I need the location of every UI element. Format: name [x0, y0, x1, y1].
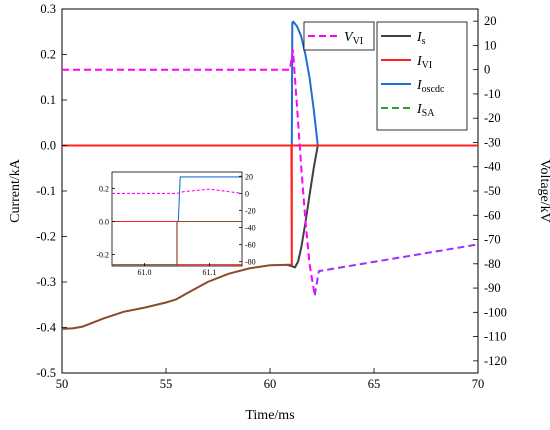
y2-tick-label: -120 — [484, 354, 507, 368]
series-ivi — [62, 144, 478, 266]
y-tick-label: 0.1 — [40, 93, 56, 107]
inset-y-tick-label: 0.2 — [99, 184, 109, 193]
series-is — [286, 145, 319, 269]
x-tick-label: 50 — [56, 377, 69, 391]
legend-label-is: Is — [416, 30, 426, 47]
y-tick-label: -0.2 — [36, 230, 56, 244]
y2-tick-label: 0 — [484, 63, 490, 77]
series-ioscdc — [62, 20, 478, 147]
y2-tick-label: -110 — [484, 330, 506, 344]
inset-y-tick-label: 0.0 — [99, 217, 109, 226]
y2-tick-label: -30 — [484, 135, 501, 149]
y-tick-label: -0.4 — [36, 321, 57, 335]
y2-tick-label: -10 — [484, 87, 501, 101]
legend-right-box — [376, 21, 468, 131]
legend-left: VVI — [303, 21, 375, 51]
inset-series-i_vvi — [112, 188, 243, 194]
y2-tick-label: -60 — [484, 208, 501, 222]
x-axis-title: Time/ms — [245, 408, 294, 423]
y2-tick-label: 20 — [484, 14, 497, 28]
y-axis-title: Current/kA — [8, 158, 23, 223]
y-tick-label: 0.2 — [40, 48, 56, 62]
y2-tick-label: -80 — [484, 257, 501, 271]
y-tick-label: 0.3 — [40, 2, 56, 16]
x-tick-label: 55 — [160, 377, 173, 391]
inset-y2-tick-label: -40 — [245, 224, 256, 233]
y-tick-label: 0.0 — [40, 139, 56, 153]
inset-y2-tick-label: -60 — [245, 241, 256, 250]
inset-chart: 61.0 61.1 0.2 0.0 -0.2 20 0 -20 -40 -60 -80 — [96, 171, 256, 277]
axes-layer: 50 55 60 65 70 0.3 0.2 0.1 0.0 -0.1 -0.2 -0.3 -0.4 -0… — [36, 2, 507, 391]
inset-y-tick-label: -0.2 — [96, 250, 109, 259]
inset-axes-layer: 61.0 61.1 0.2 0.0 -0.2 20 0 -20 -40 -60 -80 — [96, 172, 255, 277]
y2-tick-label: -70 — [484, 233, 501, 247]
x-tick-label: 65 — [368, 377, 381, 391]
inset-y2-tick-label: 0 — [245, 189, 249, 198]
series-layer — [61, 20, 479, 330]
y2-tick-label: -50 — [484, 184, 501, 198]
inset-x-tick-label: 61.1 — [203, 268, 217, 277]
x-tick-label: 60 — [264, 377, 277, 391]
y2-tick-label: -40 — [484, 160, 501, 174]
y2-axis-title: Voltage/kV — [537, 159, 550, 223]
y-tick-label: -0.1 — [36, 184, 56, 198]
inset-y2-tick-label: -20 — [245, 206, 256, 215]
y-tick-label: -0.5 — [36, 366, 56, 380]
y2-tick-label: 10 — [484, 38, 497, 52]
x-tick-label: 70 — [472, 377, 485, 391]
legend-left-box — [303, 21, 375, 51]
y-tick-label: -0.3 — [36, 275, 56, 289]
inset-y2-tick-label: 20 — [245, 172, 253, 181]
series-brown — [61, 263, 292, 330]
y2-tick-label: -90 — [484, 281, 501, 295]
series-vvi — [62, 49, 316, 296]
inset-y2-tick-label: -80 — [245, 258, 256, 267]
inset-x-tick-label: 61.0 — [138, 268, 152, 277]
series-vvi_tail — [313, 243, 479, 296]
y2-tick-label: -20 — [484, 111, 501, 125]
y2-tick-label: -100 — [484, 305, 507, 319]
